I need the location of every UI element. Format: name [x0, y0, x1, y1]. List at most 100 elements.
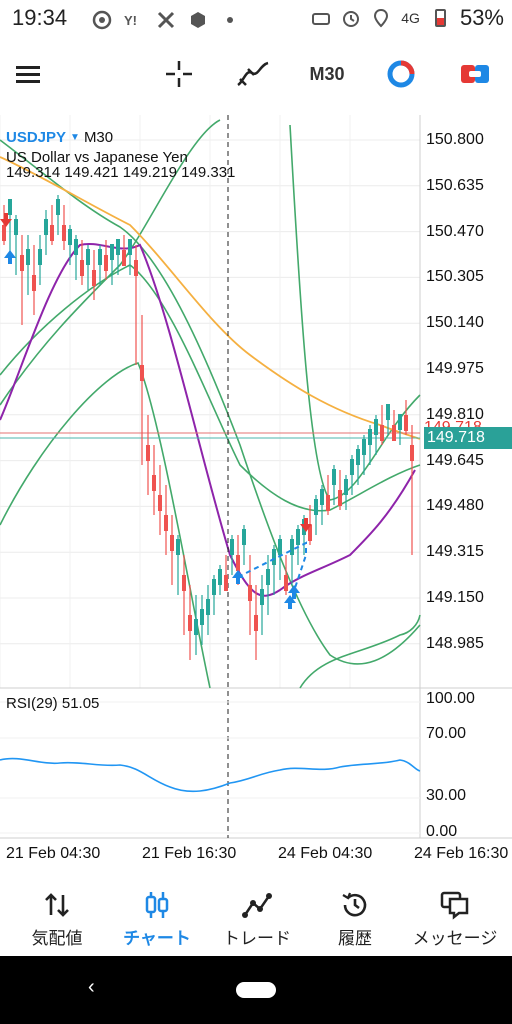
- candle-body: [8, 199, 12, 215]
- objects-icon: [387, 60, 415, 88]
- candle-body: [350, 459, 354, 475]
- yahoo-icon: Y!: [124, 13, 137, 28]
- candle-body: [14, 219, 18, 235]
- candle-body: [182, 575, 186, 591]
- candle-body: [368, 429, 372, 445]
- candle-body: [86, 249, 90, 265]
- messages-icon: [440, 891, 469, 920]
- rsi-label: RSI(29) 51.05: [6, 695, 100, 712]
- menu-icon: [16, 66, 40, 83]
- symbol-name: USDJPY: [6, 129, 67, 146]
- candle-body: [374, 419, 378, 435]
- price-axis-label: 149.480: [426, 497, 484, 515]
- objects-button[interactable]: [384, 58, 418, 90]
- rsi-axis-label: 100.00: [426, 690, 475, 707]
- sell-arrow: [300, 518, 312, 532]
- quotes-icon: [45, 893, 69, 917]
- time-axis-label: 21 Feb 04:30: [6, 845, 101, 862]
- nav-trade[interactable]: トレード: [206, 880, 308, 956]
- candle-body: [200, 609, 204, 625]
- price-axis-label: 150.305: [426, 268, 484, 286]
- candle-body: [392, 425, 396, 441]
- trade-line-icon: [242, 893, 272, 918]
- nav-chart-label: チャート: [123, 929, 191, 948]
- crosshair-button[interactable]: [163, 58, 195, 90]
- tools-icon: [157, 11, 175, 29]
- dot-icon: [227, 17, 233, 23]
- price-axis-label: 150.635: [426, 176, 484, 194]
- candle-body: [308, 525, 312, 541]
- candle-body: [398, 414, 402, 430]
- box-icon: [191, 12, 205, 28]
- candle-body: [296, 529, 300, 545]
- price-axis-label: 149.975: [426, 360, 484, 377]
- price-axis-label: 149.315: [426, 543, 484, 561]
- price-axis-label: 150.470: [426, 222, 484, 240]
- candle-body: [92, 270, 96, 286]
- timeframe-button[interactable]: M30: [302, 58, 352, 90]
- back-button[interactable]: ‹: [88, 976, 95, 998]
- candle-body: [146, 445, 150, 461]
- candle-body: [326, 495, 330, 511]
- rsi-axis-label: 30.00: [426, 787, 467, 804]
- candle-body: [2, 225, 6, 241]
- rsi-line: [0, 757, 421, 793]
- bollinger-lower-right: [299, 614, 421, 689]
- status-time: 19:34: [12, 5, 68, 30]
- candle-body: [128, 239, 132, 255]
- bollinger-upper-right: [289, 124, 421, 501]
- candle-body: [170, 535, 174, 551]
- chrome-icon: [92, 10, 112, 30]
- candle-body: [314, 499, 318, 515]
- nav-history[interactable]: 履歴: [304, 880, 406, 956]
- battery-icon: [434, 9, 446, 27]
- chart-toolbar: M30: [0, 48, 512, 100]
- candle-body: [212, 579, 216, 595]
- symbol-description: US Dollar vs Japanese Yen: [6, 149, 188, 166]
- nav-messages-label: メッセージ: [412, 929, 498, 948]
- candle-body: [272, 549, 276, 565]
- candle-body: [32, 275, 36, 291]
- trade-button[interactable]: [458, 58, 492, 90]
- candle-body: [140, 365, 144, 381]
- candle-body: [278, 539, 282, 555]
- candle-body: [56, 199, 60, 215]
- candle-body: [80, 260, 84, 276]
- candle-body: [338, 490, 342, 506]
- indicators-button[interactable]: [236, 58, 270, 90]
- time-axis-label: 24 Feb 16:30: [414, 845, 509, 862]
- candle-body: [230, 539, 234, 555]
- nav-chart[interactable]: チャート: [106, 880, 208, 956]
- menu-button[interactable]: [12, 58, 44, 90]
- network-type: 4G: [401, 10, 420, 26]
- time-axis-label: 21 Feb 16:30: [142, 845, 237, 862]
- nav-messages[interactable]: メッセージ: [404, 880, 506, 956]
- candle-body: [158, 495, 162, 511]
- candle-body: [236, 555, 240, 571]
- chart-area[interactable]: USDJPY ▼ M30 US Dollar vs Japanese Yen 1…: [0, 115, 512, 868]
- candle-body: [356, 449, 360, 465]
- nav-quotes[interactable]: 気配値: [6, 880, 108, 956]
- nav-trade-label: トレード: [223, 929, 291, 948]
- buy-arrow: [288, 585, 300, 599]
- history-icon: [342, 892, 367, 917]
- symbol-header[interactable]: USDJPY ▼ M30: [6, 129, 113, 146]
- buy-arrow: [4, 250, 16, 264]
- candle-body: [164, 515, 168, 531]
- candle-body: [152, 475, 156, 491]
- timeframe-label: M30: [309, 63, 345, 84]
- candle-body: [206, 599, 210, 615]
- price-chart[interactable]: [0, 115, 512, 868]
- sell-arrow: [0, 213, 12, 227]
- candle-body: [290, 539, 294, 555]
- candle-body: [380, 425, 384, 441]
- price-axis-label: 148.985: [426, 634, 484, 652]
- alarm-icon: [343, 11, 360, 27]
- home-button[interactable]: [236, 982, 276, 998]
- candle-body: [248, 585, 252, 601]
- candle-body: [20, 255, 24, 271]
- candle-body: [98, 249, 102, 265]
- rsi-axis-label: 70.00: [426, 725, 467, 742]
- nav-quotes-label: 気配値: [31, 929, 83, 948]
- ohlc-values: 149.314 149.421 149.219 149.331: [6, 164, 236, 181]
